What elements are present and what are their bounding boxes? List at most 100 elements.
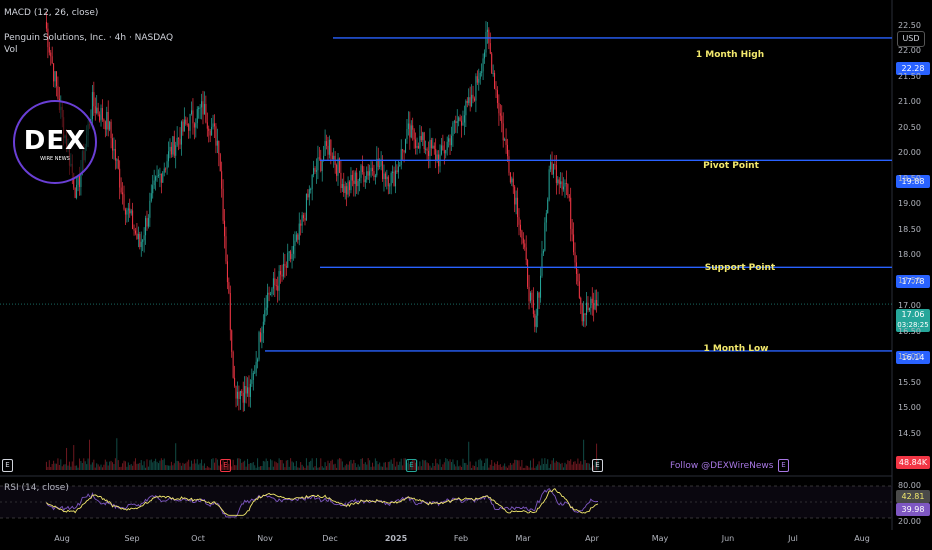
price-tick: 14.50 bbox=[898, 428, 921, 438]
candle-body bbox=[425, 148, 427, 150]
volume-bar bbox=[97, 464, 99, 470]
symbol-title[interactable]: Penguin Solutions, Inc. · 4h · NASDAQ bbox=[4, 33, 174, 43]
candle-body bbox=[192, 110, 194, 124]
candle-body bbox=[504, 139, 506, 141]
volume-bar bbox=[211, 459, 213, 470]
candle-body bbox=[380, 159, 382, 166]
candle-body bbox=[522, 238, 524, 244]
earnings-badge-nov[interactable]: E bbox=[220, 459, 231, 472]
volume-bar bbox=[324, 462, 326, 470]
earnings-badge-aug[interactable]: E bbox=[2, 459, 13, 472]
volume-bar bbox=[169, 465, 171, 470]
volume-bar bbox=[425, 460, 427, 470]
volume-bar bbox=[330, 460, 332, 470]
volume-bar bbox=[301, 464, 303, 470]
volume-bar bbox=[367, 458, 369, 470]
volume-bar bbox=[109, 461, 111, 470]
volume-bar bbox=[265, 458, 267, 470]
candle-body bbox=[324, 141, 326, 156]
candle-body bbox=[224, 220, 226, 237]
volume-bar bbox=[252, 462, 254, 470]
earnings-badge-apr[interactable]: E bbox=[592, 459, 603, 472]
candle-body bbox=[268, 292, 270, 295]
volume-bar bbox=[514, 459, 516, 470]
price-tick: 17.00 bbox=[898, 301, 921, 311]
candle-body bbox=[150, 193, 152, 201]
candle-body bbox=[126, 210, 128, 215]
rsi-label: RSI (14, close) bbox=[4, 483, 69, 493]
candle-body bbox=[476, 76, 478, 83]
volume-bar bbox=[271, 460, 273, 470]
candle-body bbox=[155, 176, 157, 181]
volume-bar bbox=[350, 459, 352, 470]
x-tick: Aug bbox=[54, 534, 70, 543]
x-tick: Feb bbox=[453, 534, 469, 543]
currency-button[interactable]: USD bbox=[897, 31, 925, 47]
candle-body bbox=[298, 223, 300, 240]
volume-bar bbox=[238, 458, 240, 470]
candle-body bbox=[318, 157, 320, 159]
candle-body bbox=[241, 390, 243, 393]
volume-bar bbox=[347, 464, 349, 470]
volume-bar bbox=[206, 466, 208, 470]
candle-body bbox=[51, 56, 53, 64]
volume-bar bbox=[485, 458, 487, 470]
volume-bar bbox=[221, 464, 223, 470]
volume-bar bbox=[341, 461, 343, 470]
candle-body bbox=[317, 157, 319, 171]
volume-bar bbox=[287, 460, 289, 470]
candle-body bbox=[229, 293, 231, 331]
volume-bar bbox=[112, 462, 114, 470]
candle-body bbox=[80, 171, 82, 187]
candle-body bbox=[328, 139, 330, 155]
candle-body bbox=[505, 139, 507, 145]
candle-body bbox=[406, 129, 408, 140]
volume-bar bbox=[145, 467, 147, 470]
volume-bar bbox=[294, 466, 296, 470]
volume-bar bbox=[175, 443, 177, 470]
candle-body bbox=[152, 185, 154, 194]
candlesticks bbox=[45, 11, 599, 412]
candle-body bbox=[347, 181, 349, 195]
volume-bar bbox=[80, 460, 82, 470]
volume-bar bbox=[300, 462, 302, 470]
volume-bar bbox=[340, 458, 342, 470]
volume-bar bbox=[333, 464, 335, 470]
candle-body bbox=[216, 140, 218, 146]
candle-body bbox=[429, 139, 431, 156]
volume-bar bbox=[245, 466, 247, 470]
volume-bar bbox=[482, 466, 484, 470]
volume-bar bbox=[226, 459, 228, 470]
volume-bar bbox=[351, 463, 353, 470]
candle-body bbox=[180, 121, 182, 145]
volume-bar bbox=[81, 462, 83, 470]
candle-body bbox=[178, 137, 180, 139]
volume-bar bbox=[202, 465, 204, 470]
candle-body bbox=[430, 139, 432, 149]
volume-bar bbox=[336, 467, 338, 470]
candle-body bbox=[313, 168, 315, 175]
candle-body bbox=[555, 165, 557, 183]
volume-bar bbox=[580, 461, 582, 470]
earnings-badge-jan[interactable]: E bbox=[406, 459, 417, 472]
candle-body bbox=[242, 392, 244, 403]
candle-body bbox=[472, 94, 474, 99]
price-tick: 21.50 bbox=[898, 71, 921, 81]
candle-body bbox=[390, 173, 392, 186]
volume-bar bbox=[205, 467, 207, 470]
candle-body bbox=[593, 303, 595, 310]
volume-bar bbox=[91, 462, 93, 470]
level-label-support-point: Support Point bbox=[704, 263, 776, 273]
candle-body bbox=[544, 222, 546, 251]
volume-bar bbox=[478, 459, 480, 470]
candle-body bbox=[99, 114, 101, 121]
logo-subtext: WIRE NEWS bbox=[40, 156, 70, 162]
candle-body bbox=[166, 161, 168, 169]
volume-bar bbox=[93, 459, 95, 470]
volume-bar bbox=[479, 458, 481, 470]
candle-body bbox=[392, 171, 394, 174]
volume-bar bbox=[150, 459, 152, 470]
candle-body bbox=[387, 176, 389, 187]
earnings-badge-follow[interactable]: E bbox=[778, 459, 789, 472]
